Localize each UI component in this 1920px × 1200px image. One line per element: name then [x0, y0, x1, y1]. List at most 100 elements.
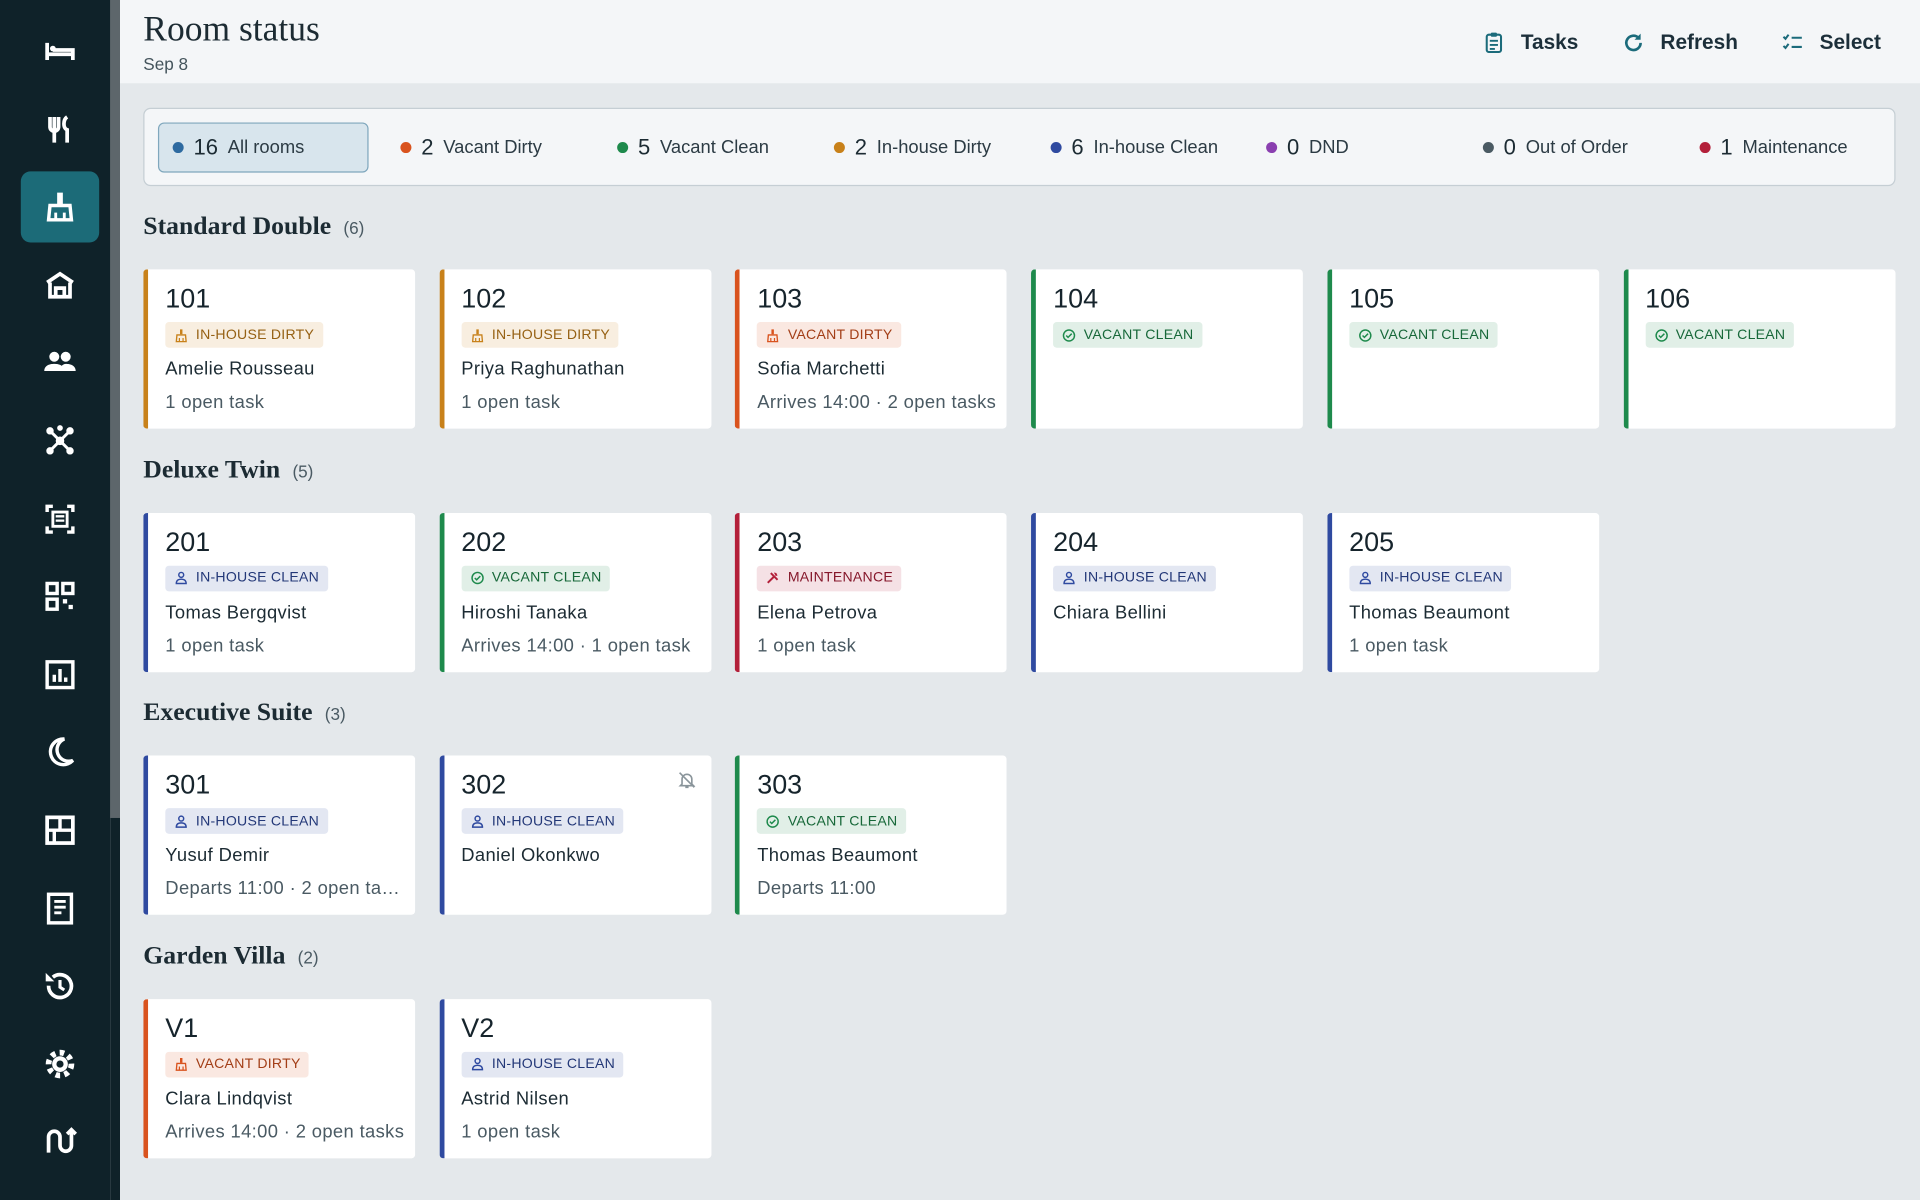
filter-chip[interactable]: 2 In-house Dirty: [820, 122, 991, 172]
filter-count: 2: [854, 134, 867, 160]
room-number: 102: [461, 282, 507, 314]
filter-bar: 16 All rooms 2 Vacant Dirty 5 Vacant Clean 2 In…: [143, 107, 1896, 187]
nav-icon: [46, 271, 74, 299]
nav-item[interactable]: [21, 950, 99, 1021]
room-card[interactable]: V1 VACANT DIRTY Clara Lindqvist Arrives 14:…: [143, 998, 416, 1159]
status-icon: [1063, 571, 1075, 585]
header-action[interactable]: Select: [1780, 27, 1881, 59]
filter-label: All rooms: [227, 137, 305, 158]
action-icon: [1782, 34, 1802, 50]
action-label: Refresh: [1660, 30, 1738, 54]
nav-item[interactable]: [21, 561, 99, 632]
room-number: 301: [165, 769, 211, 800]
status-label: IN-HOUSE DIRTY: [195, 327, 315, 343]
room-number: 202: [461, 526, 507, 557]
nav-item[interactable]: [21, 795, 99, 866]
guest-name: Thomas Beaumont: [757, 845, 918, 866]
nav-item[interactable]: [21, 1106, 99, 1177]
guest-name: Daniel Okonkwo: [461, 845, 601, 866]
room-number: 201: [165, 526, 211, 557]
room-card[interactable]: V2 IN-HOUSE CLEAN Astrid Nilsen 1 open task: [439, 998, 712, 1159]
group-name: Garden Villa: [143, 940, 286, 970]
room-card[interactable]: 302 IN-HOUSE CLEAN Daniel Okonkwo: [439, 755, 712, 915]
room-card[interactable]: 303 VACANT CLEAN Thomas Beaumont Departs 11…: [735, 755, 1008, 915]
scroll-thumb: [110, 0, 120, 818]
status-icon: [766, 815, 780, 828]
filter-count: 1: [1720, 134, 1733, 160]
nav-icon: [45, 1049, 75, 1079]
room-detail: 1 open task: [461, 391, 561, 413]
filter-dot: [1482, 142, 1494, 154]
status-icon: [175, 1058, 187, 1072]
room-card[interactable]: 203 MAINTENANCE Elena Petrova 1 open task: [735, 512, 1008, 672]
room-detail: 1 open task: [165, 391, 265, 413]
status-badge: VACANT CLEAN: [1349, 322, 1498, 348]
action-icon: [1625, 33, 1642, 52]
room-number: 204: [1053, 526, 1099, 557]
guest-name: Amelie Rousseau: [165, 358, 315, 380]
room-detail: 1 open task: [757, 635, 857, 656]
room-number: 106: [1645, 282, 1691, 314]
status-badge: VACANT DIRTY: [757, 322, 902, 348]
nav-icon: [45, 815, 75, 845]
nav-icon: [44, 352, 76, 372]
status-icon: [1062, 328, 1076, 342]
filter-chip[interactable]: 0 Out of Order: [1469, 122, 1628, 172]
room-card[interactable]: 201 IN-HOUSE CLEAN Tomas Bergqvist 1 open t…: [143, 512, 416, 672]
room-card[interactable]: 103 VACANT DIRTY Sofia Marchetti Arrives 14…: [735, 269, 1008, 429]
nav-item[interactable]: [21, 1028, 99, 1099]
room-card[interactable]: 202 VACANT CLEAN Hiroshi Tanaka Arrives 14:…: [439, 512, 712, 672]
room-card[interactable]: 106 VACANT CLEAN: [1623, 269, 1895, 429]
filter-label: Vacant Dirty: [443, 137, 542, 158]
header-action[interactable]: Refresh: [1621, 27, 1738, 59]
room-number: 203: [757, 526, 803, 557]
status-badge: VACANT CLEAN: [757, 808, 907, 835]
filter-count: 6: [1071, 134, 1084, 160]
room-detail: Departs 11:00 · 2 open tasks: [165, 878, 406, 900]
scrollbar: [110, 0, 120, 1200]
nav-item[interactable]: [21, 250, 99, 321]
filter-label: In-house Clean: [1093, 137, 1219, 158]
group-name: Executive Suite: [143, 696, 313, 727]
status-label: IN-HOUSE CLEAN: [195, 570, 320, 586]
guest-name: Sofia Marchetti: [757, 358, 886, 380]
status-icon: [1359, 571, 1371, 585]
filter-chip[interactable]: 1 Maintenance: [1686, 122, 1848, 172]
header-action[interactable]: Tasks: [1482, 27, 1578, 59]
nav-item[interactable]: [21, 405, 99, 476]
nav-item[interactable]: [21, 717, 99, 788]
filter-chip[interactable]: 2 Vacant Dirty: [387, 122, 542, 172]
room-card[interactable]: 104 VACANT CLEAN: [1031, 269, 1303, 429]
room-card[interactable]: 102 IN-HOUSE DIRTY Priya Raghunathan 1 open…: [439, 269, 712, 429]
status-label: MAINTENANCE: [787, 570, 894, 586]
status-badge: VACANT CLEAN: [461, 565, 611, 591]
nav-item-active[interactable]: [20, 171, 100, 243]
nav-item[interactable]: [21, 16, 99, 87]
nav-icon: [46, 892, 74, 925]
filter-chip[interactable]: 0 DND: [1253, 122, 1349, 172]
status-icon: [767, 572, 779, 584]
room-card[interactable]: 101 IN-HOUSE DIRTY Amelie Rousseau 1 open t…: [143, 269, 416, 429]
filter-chip[interactable]: 6 In-house Clean: [1037, 122, 1218, 172]
group-count: (5): [292, 461, 314, 481]
filter-chip[interactable]: 5 Vacant Clean: [604, 122, 769, 172]
room-card[interactable]: 204 IN-HOUSE CLEAN Chiara Bellini: [1031, 512, 1303, 672]
group-heading: Garden Villa (2): [143, 940, 318, 971]
filter-chip[interactable]: 16 All rooms: [157, 122, 369, 173]
status-icon: [471, 815, 483, 828]
filter-count: 0: [1286, 134, 1300, 160]
room-card[interactable]: 301 IN-HOUSE CLEAN Yusuf Demir Departs 11:0…: [143, 755, 416, 915]
filter-dot: [400, 142, 412, 154]
nav-item[interactable]: [21, 327, 99, 398]
nav-icon: [45, 581, 75, 612]
group-count: (3): [324, 704, 346, 724]
nav-item[interactable]: [21, 639, 99, 710]
nav-item[interactable]: [21, 94, 99, 165]
page-title: Room status: [143, 9, 320, 49]
room-number: 105: [1349, 282, 1395, 314]
room-card[interactable]: 205 IN-HOUSE CLEAN Thomas Beaumont 1 open t…: [1327, 512, 1599, 672]
room-card[interactable]: 105 VACANT CLEAN: [1327, 269, 1599, 429]
nav-item[interactable]: [21, 873, 99, 944]
nav-item[interactable]: [21, 483, 99, 554]
